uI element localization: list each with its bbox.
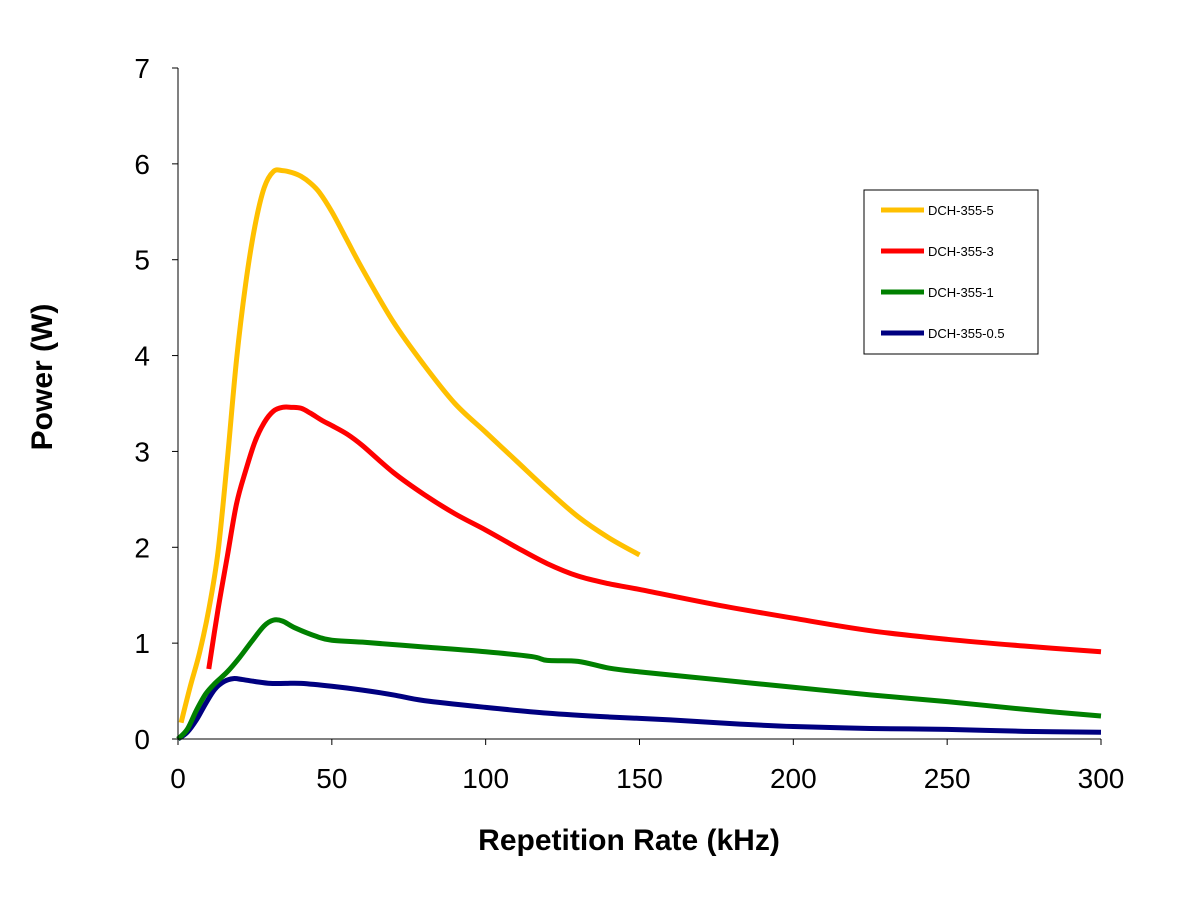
y-tick-label: 7 (134, 53, 150, 84)
series-line-dch-355-1 (176, 617, 1102, 741)
x-tick-label: 150 (616, 763, 663, 794)
x-tick-label: 300 (1078, 763, 1125, 794)
y-tick-label: 4 (134, 341, 150, 372)
y-axis-ticks: 0 1 2 3 4 5 6 7 (134, 53, 178, 755)
series-line-dch-355-5 (178, 167, 641, 724)
y-tick-label: 5 (134, 245, 150, 276)
plot-area: 0 50 100 150 200 250 300 0 1 2 3 4 5 6 7 (134, 53, 1124, 794)
x-tick-label: 250 (924, 763, 971, 794)
x-axis-title: Repetition Rate (kHz) (478, 824, 780, 857)
series-group (176, 167, 1102, 742)
series-line-dch-355-3 (206, 404, 1102, 670)
legend-label-dch-355-5: DCH-355-5 (928, 203, 994, 218)
legend-label-dch-355-1: DCH-355-1 (928, 285, 994, 300)
x-axis-ticks: 0 50 100 150 200 250 300 (170, 739, 1124, 794)
legend: DCH-355-5 DCH-355-3 DCH-355-1 DCH-355-0.5 (863, 189, 1039, 355)
series-line-dch-355-0-5 (176, 676, 1102, 742)
y-tick-label: 3 (134, 436, 150, 467)
y-tick-label: 0 (134, 724, 150, 755)
x-tick-label: 100 (462, 763, 509, 794)
y-axis-title: Power (W) (26, 304, 59, 451)
x-tick-label: 50 (316, 763, 347, 794)
legend-box (863, 189, 1039, 355)
legend-label-dch-355-0-5: DCH-355-0.5 (928, 326, 1005, 341)
y-tick-label: 1 (134, 628, 150, 659)
x-tick-label: 200 (770, 763, 817, 794)
y-tick-label: 6 (134, 149, 150, 180)
y-tick-label: 2 (134, 532, 150, 563)
legend-label-dch-355-3: DCH-355-3 (928, 244, 994, 259)
legend-items: DCH-355-5 DCH-355-3 DCH-355-1 DCH-355-0.5 (881, 203, 1005, 341)
x-tick-label: 0 (170, 763, 186, 794)
